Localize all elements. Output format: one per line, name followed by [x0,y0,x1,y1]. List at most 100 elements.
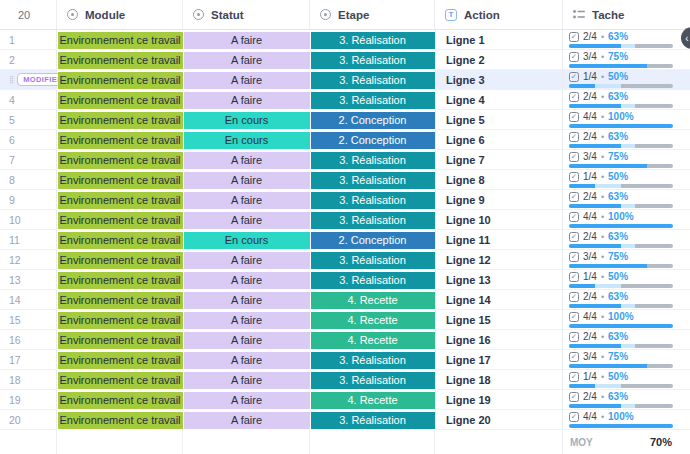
statut-cell[interactable]: A faire [183,330,310,350]
tache-cell[interactable]: ✓4/4•100% [563,210,690,230]
module-cell[interactable]: Environnement ce travail [57,250,183,270]
statut-cell[interactable]: A faire [183,90,310,110]
checkbox-icon[interactable]: ✓ [569,352,579,362]
statut-cell[interactable]: A faire [183,310,310,330]
statut-cell[interactable]: A faire [183,270,310,290]
etape-cell[interactable]: 3. Réalisation [310,70,435,90]
action-cell[interactable]: Ligne 12 [435,250,563,270]
module-cell[interactable]: Environnement ce travail [57,130,183,150]
checkbox-icon[interactable]: ✓ [569,412,579,422]
checkbox-icon[interactable]: ✓ [569,272,579,282]
drag-handle-icon[interactable]: ⣿ [9,76,13,84]
tache-cell[interactable]: ✓1/4•50% [563,370,690,390]
checkbox-icon[interactable]: ✓ [569,112,579,122]
statut-cell[interactable]: A faire [183,390,310,410]
action-cell[interactable]: Ligne 2 [435,50,563,70]
checkbox-icon[interactable]: ✓ [569,152,579,162]
tache-cell[interactable]: ✓2/4•63% [563,30,690,50]
module-cell[interactable]: Environnement ce travail [57,270,183,290]
column-header-tache[interactable]: Tache [563,0,690,29]
statut-cell[interactable]: A faire [183,170,310,190]
module-cell[interactable]: Environnement ce travail [57,170,183,190]
tache-cell[interactable]: ✓3/4•75% [563,350,690,370]
module-cell[interactable]: Environnement ce travail [57,110,183,130]
checkbox-icon[interactable]: ✓ [569,252,579,262]
action-cell[interactable]: Ligne 13 [435,270,563,290]
action-cell[interactable]: Ligne 1 [435,30,563,50]
statut-cell[interactable]: A faire [183,70,310,90]
action-cell[interactable]: Ligne 9 [435,190,563,210]
module-cell[interactable]: Environnement ce travail [57,210,183,230]
module-cell[interactable]: Environnement ce travail [57,50,183,70]
column-header-action[interactable]: T Action [435,0,563,29]
etape-cell[interactable]: 2. Conception [310,230,435,250]
etape-cell[interactable]: 4. Recette [310,310,435,330]
checkbox-icon[interactable]: ✓ [569,392,579,402]
column-header-statut[interactable]: Statut [183,0,310,29]
etape-cell[interactable]: 3. Réalisation [310,410,435,430]
action-cell[interactable]: Ligne 10 [435,210,563,230]
statut-cell[interactable]: A faire [183,290,310,310]
statut-cell[interactable]: En cours [183,130,310,150]
checkbox-icon[interactable]: ✓ [569,52,579,62]
checkbox-icon[interactable]: ✓ [569,332,579,342]
etape-cell[interactable]: 4. Recette [310,290,435,310]
checkbox-icon[interactable]: ✓ [569,292,579,302]
tache-cell[interactable]: ✓4/4•100% [563,310,690,330]
action-cell[interactable]: Ligne 17 [435,350,563,370]
column-header-etape[interactable]: Etape [310,0,435,29]
tache-cell[interactable]: ✓4/4•100% [563,410,690,430]
etape-cell[interactable]: 2. Conception [310,130,435,150]
checkbox-icon[interactable]: ✓ [569,32,579,42]
checkbox-icon[interactable]: ✓ [569,72,579,82]
action-cell[interactable]: Ligne 14 [435,290,563,310]
action-cell[interactable]: Ligne 4 [435,90,563,110]
tache-cell[interactable]: ✓3/4•75% [563,250,690,270]
etape-cell[interactable]: 3. Réalisation [310,270,435,290]
module-cell[interactable]: Environnement ce travail [57,30,183,50]
tache-cell[interactable]: ✓1/4•50% [563,270,690,290]
etape-cell[interactable]: 3. Réalisation [310,250,435,270]
action-cell[interactable]: Ligne 15 [435,310,563,330]
checkbox-icon[interactable]: ✓ [569,212,579,222]
statut-cell[interactable]: En cours [183,230,310,250]
tache-cell[interactable]: ✓2/4•63% [563,190,690,210]
module-cell[interactable]: Environnement ce travail [57,310,183,330]
statut-cell[interactable]: A faire [183,350,310,370]
action-cell[interactable]: Ligne 20 [435,410,563,430]
module-cell[interactable]: Environnement ce travail [57,390,183,410]
tache-cell[interactable]: ✓4/4•100% [563,110,690,130]
module-cell[interactable]: Environnement ce travail [57,350,183,370]
etape-cell[interactable]: 3. Réalisation [310,190,435,210]
checkbox-icon[interactable]: ✓ [569,92,579,102]
action-cell[interactable]: Ligne 19 [435,390,563,410]
module-cell[interactable]: Environnement ce travail [57,190,183,210]
module-cell[interactable]: Environnement ce travail [57,230,183,250]
statut-cell[interactable]: A faire [183,250,310,270]
action-cell[interactable]: Ligne 8 [435,170,563,190]
tache-cell[interactable]: ✓1/4•50% [563,70,690,90]
etape-cell[interactable]: 4. Recette [310,330,435,350]
tache-cell[interactable]: ✓3/4•75% [563,50,690,70]
checkbox-icon[interactable]: ✓ [569,132,579,142]
checkbox-icon[interactable]: ✓ [569,232,579,242]
statut-cell[interactable]: A faire [183,50,310,70]
etape-cell[interactable]: 3. Réalisation [310,170,435,190]
statut-cell[interactable]: A faire [183,410,310,430]
action-cell[interactable]: Ligne 3 [435,70,563,90]
action-cell[interactable]: Ligne 11 [435,230,563,250]
tache-cell[interactable]: ✓2/4•63% [563,230,690,250]
module-cell[interactable]: Environnement ce travail [57,330,183,350]
statut-cell[interactable]: En cours [183,110,310,130]
etape-cell[interactable]: 2. Conception [310,110,435,130]
module-cell[interactable]: Environnement ce travail [57,370,183,390]
action-cell[interactable]: Ligne 5 [435,110,563,130]
tache-cell[interactable]: ✓1/4•50% [563,170,690,190]
column-header-module[interactable]: Module [57,0,183,29]
statut-cell[interactable]: A faire [183,150,310,170]
tache-cell[interactable]: ✓2/4•63% [563,130,690,150]
etape-cell[interactable]: 4. Recette [310,390,435,410]
etape-cell[interactable]: 3. Réalisation [310,90,435,110]
action-cell[interactable]: Ligne 16 [435,330,563,350]
statut-cell[interactable]: A faire [183,30,310,50]
